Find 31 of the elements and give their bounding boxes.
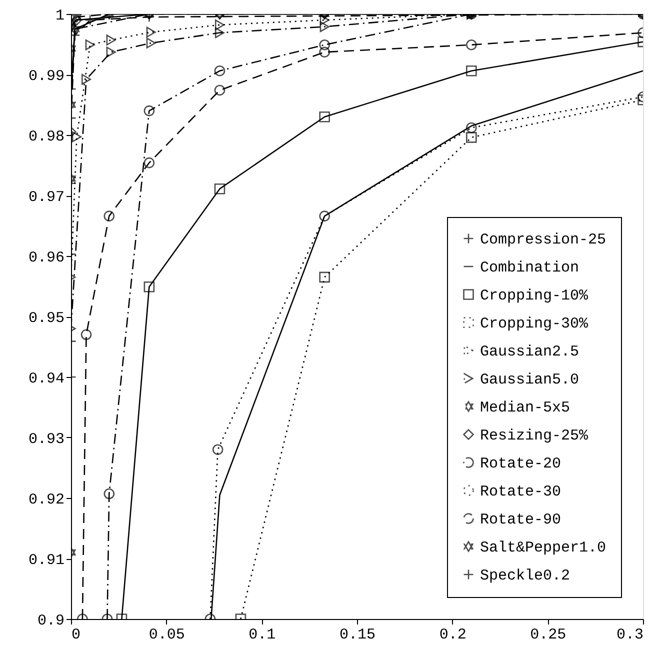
x-tick-label: 0.1 (248, 626, 276, 644)
legend-label: Gaussian5.0 (480, 372, 580, 388)
y-tick-label: 0.93 (28, 431, 64, 448)
legend-label: Cropping-10% (480, 288, 590, 304)
legend-label: Rotate-30 (480, 484, 562, 500)
y-tick-label: 0.91 (28, 552, 64, 569)
legend-label: Median-5x5 (480, 400, 570, 416)
y-tick-label: 0.9 (37, 612, 64, 630)
legend-label: Speckle0.2 (480, 568, 570, 584)
x-tick-label: 0.3 (616, 626, 644, 644)
y-tick-label: 1 (55, 8, 64, 24)
legend-label: Combination (480, 260, 580, 276)
y-tick-label: 0.92 (28, 492, 64, 508)
y-tick-label: 0.97 (28, 189, 64, 206)
y-tick-label: 0.94 (28, 370, 64, 388)
legend-label: Rotate-90 (480, 512, 562, 528)
x-tick-label: 0.25 (530, 626, 566, 644)
legend-label: Gaussian2.5 (480, 344, 580, 360)
x-tick-label: 0.05 (148, 626, 185, 644)
x-tick-label: 0.2 (439, 626, 466, 644)
legend-label: Resizing-25% (480, 428, 590, 444)
legend-label: Compression-25 (480, 232, 606, 248)
y-tick-label: 0.95 (28, 310, 64, 327)
y-tick-label: 0.98 (28, 128, 64, 146)
legend-label: Rotate-20 (480, 456, 562, 472)
legend-label: Cropping-30% (480, 316, 590, 332)
y-tick-label: 0.96 (28, 250, 64, 266)
legend-label: Salt&Pepper1.0 (480, 540, 606, 556)
x-tick-label: 0 (72, 626, 81, 644)
x-tick-label: 0.15 (339, 626, 376, 644)
y-tick-label: 0.99 (28, 68, 64, 85)
